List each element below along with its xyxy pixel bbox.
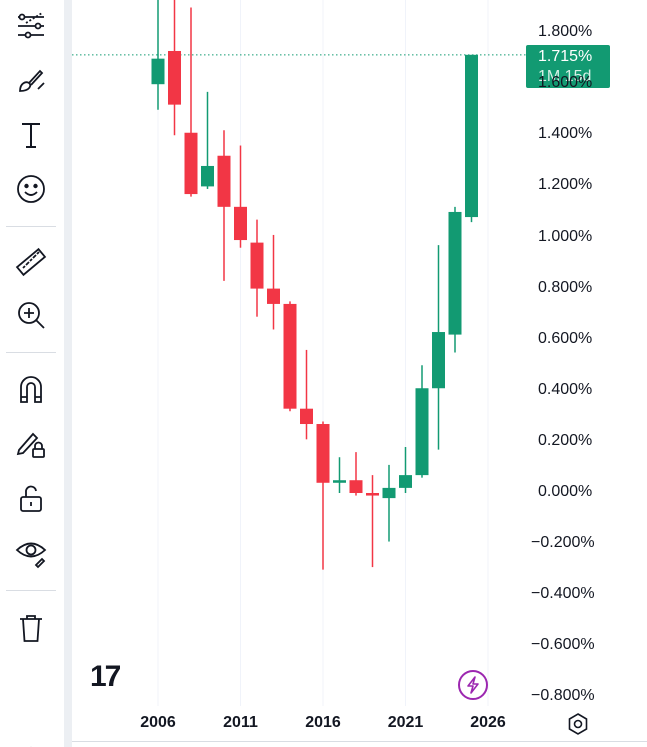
hide-drawings-tool[interactable] (6, 530, 56, 574)
brush-icon (19, 69, 45, 92)
candle-2013[interactable] (267, 234, 280, 330)
y-tick-label: 1.000% (538, 227, 593, 245)
drawing-toolbar (0, 0, 62, 747)
candle-body (399, 475, 412, 488)
candle-body (217, 155, 231, 207)
candle-2009[interactable] (201, 91, 214, 189)
y-tick-label: 0.400% (538, 380, 593, 398)
candle-body (415, 388, 429, 476)
candle-body (465, 54, 478, 218)
y-tick-label: 0.200% (538, 431, 593, 449)
y-tick-label: 1.800% (538, 23, 593, 41)
candle-2014[interactable] (283, 301, 297, 412)
candle-2023[interactable] (432, 245, 445, 450)
candle-body (283, 303, 297, 409)
candle-2016[interactable] (316, 421, 330, 570)
candle-body (300, 408, 313, 425)
unlock-icon (20, 485, 42, 512)
bar-countdown: 1M 15d (538, 68, 592, 85)
candle-body (250, 242, 264, 289)
lightning-icon (467, 676, 479, 694)
magnet-tool[interactable] (6, 367, 56, 411)
text-icon (22, 123, 40, 148)
candle-2011[interactable] (234, 145, 247, 248)
candlestick-chart[interactable] (72, 0, 647, 747)
candle-2020[interactable] (382, 464, 396, 542)
x-tick-label: 2016 (305, 714, 341, 731)
remove-drawings-tool[interactable] (6, 606, 56, 650)
candle-2015[interactable] (300, 349, 313, 440)
y-tick-label: −0.800% (531, 687, 595, 705)
y-tick-label: 1.200% (538, 176, 593, 194)
eye-icon (15, 542, 47, 569)
candle-body (448, 211, 462, 335)
unlock-tool[interactable] (6, 476, 56, 520)
candle-2022[interactable] (415, 365, 429, 478)
candle-2017[interactable] (333, 457, 346, 493)
chart-pane[interactable]: 1.715% 1M 15d 17 1.800% 1.600% 1.400% 1.200… (72, 0, 647, 747)
last-price-tag: 1.715% 1M 15d (526, 45, 610, 88)
candle-2018[interactable] (349, 452, 363, 496)
candle-2012[interactable] (250, 219, 264, 317)
candle-body (267, 288, 280, 304)
tradingview-logo: 17 (90, 660, 121, 693)
trash-icon (20, 615, 42, 642)
trend-lines-tool[interactable] (6, 4, 56, 48)
candle-2019[interactable] (366, 475, 379, 568)
y-tick-label: 0.600% (538, 329, 593, 347)
x-tick-label: 2026 (470, 714, 506, 731)
candle-body (316, 424, 330, 483)
lock-drawings-tool[interactable] (6, 421, 56, 465)
chevron-up-icon (30, 746, 32, 747)
brush-tool[interactable] (6, 58, 56, 102)
ruler-tool[interactable] (6, 240, 56, 284)
candle-2006[interactable] (151, 0, 165, 110)
text-tool[interactable] (6, 113, 56, 157)
candle-body (168, 50, 181, 105)
last-price-value: 1.715% (538, 48, 593, 65)
candle-2008[interactable] (184, 7, 198, 197)
emoji-tool[interactable] (6, 167, 56, 211)
x-tick-label: 2021 (387, 714, 424, 731)
candle-2025[interactable] (465, 54, 478, 223)
zoom-tool[interactable] (6, 293, 56, 337)
candle-body (151, 58, 165, 85)
settings-icon[interactable] (566, 712, 590, 736)
candle-body (201, 165, 214, 187)
candle-body (333, 480, 346, 483)
zoom-in-icon (18, 302, 45, 329)
candle-body (184, 132, 198, 195)
candle-body (432, 332, 445, 389)
lock-drawing-icon (16, 432, 45, 458)
y-tick-label: 1.400% (538, 125, 593, 143)
trend-lines-icon (18, 12, 44, 39)
x-tick-label: 2006 (140, 714, 176, 731)
candle-2024[interactable] (448, 206, 462, 353)
emoji-icon (17, 175, 45, 203)
y-tick-label: 0.000% (538, 483, 593, 500)
y-tick-label: 1.600% (538, 74, 593, 92)
candle-2021[interactable] (399, 447, 412, 493)
candle-body (382, 487, 396, 499)
candle-body (234, 206, 247, 241)
candle-2007[interactable] (168, 0, 181, 136)
toolbar-divider (64, 0, 72, 747)
x-tick-label: 2011 (223, 714, 258, 731)
y-tick-label: −0.600% (531, 636, 595, 654)
bottom-border (72, 741, 647, 742)
y-tick-label: 0.800% (538, 278, 593, 296)
candle-2010[interactable] (217, 130, 231, 281)
candle-body (366, 493, 379, 496)
candle-body (349, 480, 363, 493)
ruler-icon (15, 247, 47, 277)
bolt-button[interactable] (458, 670, 488, 700)
collapse-toolbar[interactable] (6, 730, 56, 747)
y-tick-label: −0.200% (531, 534, 595, 552)
magnet-icon (20, 376, 42, 403)
y-tick-label: −0.400% (531, 585, 595, 603)
